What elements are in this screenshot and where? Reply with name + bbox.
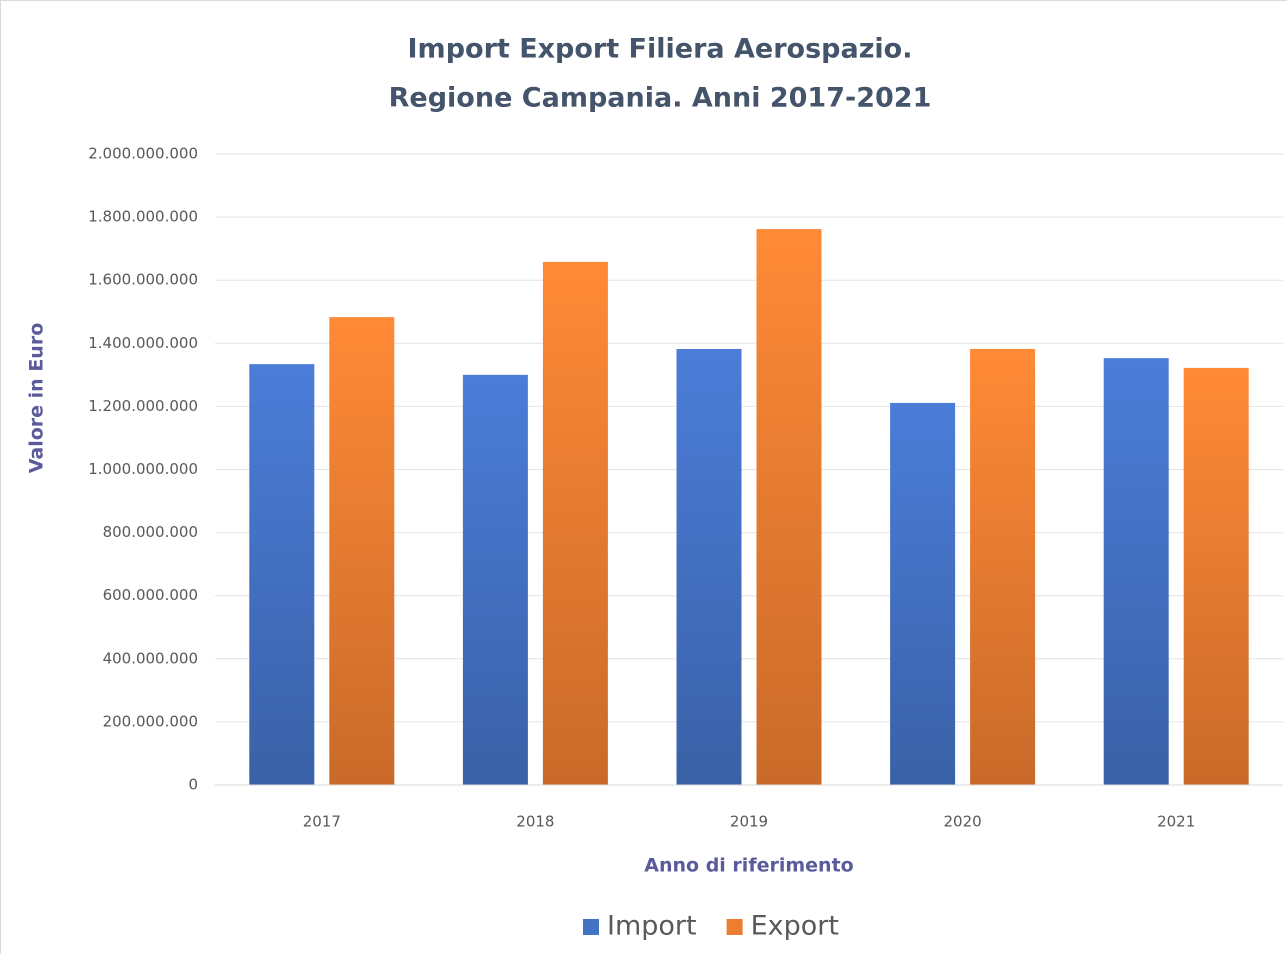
x-tick-label: 2017 bbox=[303, 813, 341, 831]
y-axis-title: Valore in Euro bbox=[26, 323, 48, 474]
legend-swatch bbox=[583, 919, 599, 935]
y-tick-label: 0 bbox=[188, 776, 198, 794]
bar bbox=[970, 348, 1036, 785]
x-tick-label: 2021 bbox=[1157, 813, 1195, 831]
bar bbox=[890, 402, 956, 785]
x-tick-label: 2018 bbox=[516, 813, 554, 831]
bar bbox=[1183, 367, 1249, 785]
y-tick-label: 200.000.000 bbox=[103, 712, 198, 730]
chart-title: Import Export Filiera Aerospazio. bbox=[408, 34, 913, 65]
legend-label: Import bbox=[607, 911, 697, 942]
y-tick-label: 600.000.000 bbox=[103, 586, 198, 604]
bar bbox=[676, 348, 742, 785]
bar bbox=[329, 317, 395, 785]
legend-swatch bbox=[726, 919, 743, 935]
bar bbox=[249, 364, 315, 785]
x-axis-title: Anno di riferimento bbox=[644, 855, 853, 877]
bar bbox=[756, 229, 822, 786]
bar bbox=[462, 374, 528, 785]
bar bbox=[542, 261, 608, 785]
y-tick-label: 1.000.000.000 bbox=[88, 460, 198, 478]
y-tick-label: 1.200.000.000 bbox=[88, 397, 198, 415]
x-tick-label: 2019 bbox=[730, 813, 768, 831]
legend-label: Export bbox=[751, 911, 839, 942]
y-tick-label: 400.000.000 bbox=[103, 649, 198, 667]
y-tick-label: 1.600.000.000 bbox=[88, 271, 198, 289]
y-tick-label: 1.800.000.000 bbox=[88, 208, 198, 226]
y-tick-label: 800.000.000 bbox=[103, 523, 198, 541]
y-tick-label: 1.400.000.000 bbox=[88, 334, 198, 352]
x-tick-label: 2020 bbox=[944, 813, 982, 831]
bar bbox=[1103, 358, 1169, 785]
y-tick-label: 2.000.000.000 bbox=[88, 145, 198, 163]
chart-title: Regione Campania. Anni 2017-2021 bbox=[389, 83, 932, 114]
